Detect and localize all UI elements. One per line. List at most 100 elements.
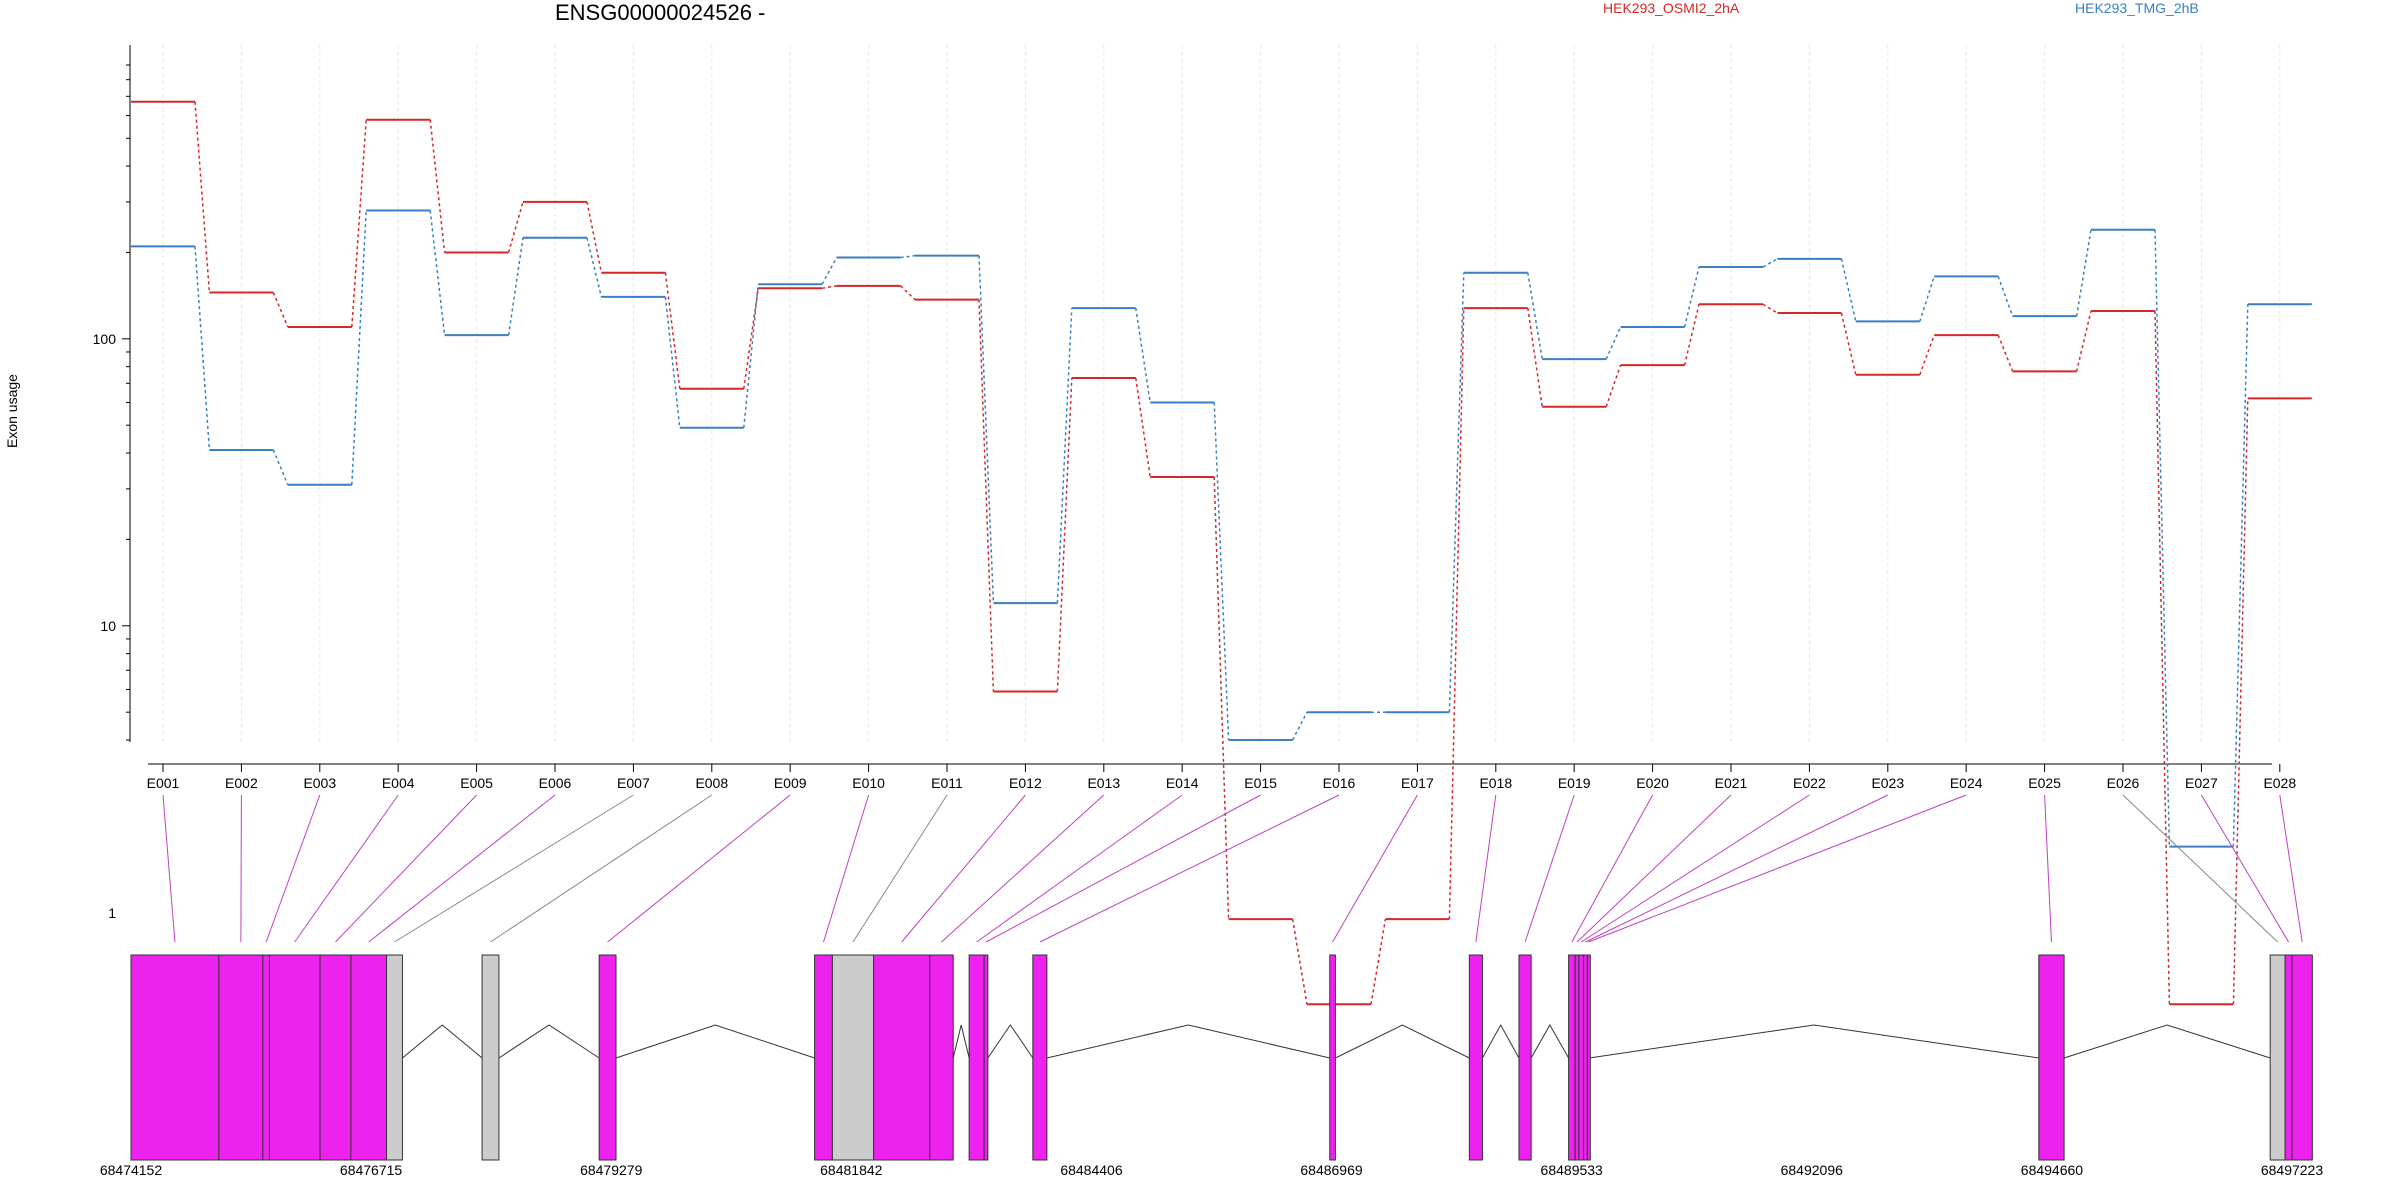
series-1-link-E012 [1056,378,1073,692]
series-1-link-E008 [743,288,759,389]
x-tick-label-E001: E001 [147,775,180,791]
exon-box-E012 [873,954,931,1161]
exon-box-E007 [386,954,403,1161]
intron-E024 [1589,1024,2039,1059]
series-2-link-E009 [821,257,838,285]
x-tick-label-E005: E005 [460,775,493,791]
exon-connector-E012 [901,794,1026,943]
series-2-link-E011 [978,255,995,604]
exon-connector-E027 [2200,794,2290,943]
exon-box-E024 [1586,954,1591,1161]
series-1-link-E018 [1527,307,1543,407]
series-2-link-E004 [429,210,446,336]
genomic-tick-label-2: 68479279 [580,1162,643,1178]
series-1-link-E023 [1919,334,1935,375]
exon-connector-E015 [985,794,1261,943]
exon-box-E010 [814,954,833,1161]
series-1-link-E001 [194,101,211,293]
x-tick-label-E010: E010 [852,775,885,791]
x-tick-label-E003: E003 [303,775,336,791]
exon-box-E015 [983,954,989,1161]
x-tick-label-E017: E017 [1401,775,1434,791]
exon-box-E027 [2284,954,2293,1161]
series-1-link-E014 [1213,476,1230,920]
x-tick-label-E021: E021 [1715,775,1748,791]
intron-E008 [498,1024,600,1059]
exon-box-E017 [1329,954,1336,1161]
x-tick-label-E006: E006 [539,775,572,791]
series-2-link-E013 [1135,307,1151,403]
x-tick-label-E014: E014 [1166,775,1199,791]
exon-box-E021 [1574,954,1580,1161]
series-1-link-E004 [429,119,446,253]
series-2-link-E021 [1762,258,1778,268]
series-2-link-E027 [2232,304,2249,847]
series-1-link-E005 [507,201,524,253]
genomic-tick-label-5: 68486969 [1300,1162,1363,1178]
series-2-link-E022 [1840,258,1857,322]
x-tick-label-E026: E026 [2107,775,2140,791]
series-1-link-E016 [1370,919,1387,1005]
series-2-link-E002 [272,449,289,486]
series-2-link-E024 [1997,276,2014,317]
intron-E018 [1481,1023,1520,1059]
series-1-link-E017 [1448,308,1465,920]
x-tick-label-E028: E028 [2263,775,2296,791]
exon-connector-E011 [852,794,948,943]
intron-E025 [2063,1024,2271,1059]
genomic-tick-label-1: 68476715 [340,1162,403,1178]
legend-label-series-2: HEK293_TMG_2hB [2075,0,2199,16]
series-2-link-E020 [1683,266,1700,328]
intron-E009 [615,1024,815,1059]
exon-box-E026 [2269,954,2286,1161]
exon-box-E023 [1583,954,1588,1161]
exon-connector-E025 [2044,794,2052,943]
series-1-link-E011 [978,299,995,692]
exon-connector-E014 [976,794,1183,943]
exon-box-E028 [2291,954,2313,1161]
exon-connector-E008 [490,794,713,943]
x-tick-label-E027: E027 [2185,775,2218,791]
x-tick-label-E022: E022 [1793,775,1826,791]
series-1-link-E026 [2154,311,2171,1005]
series-1-link-E027 [2232,398,2249,1005]
intron-E016 [1046,1024,1330,1059]
series-2-link-E007 [664,296,681,428]
exon-connector-E019 [1524,794,1575,943]
exon-connector-E002 [240,794,242,943]
exon-connector-E006 [368,794,556,943]
series-2-link-E018 [1527,272,1543,360]
x-tick-label-E016: E016 [1323,775,1356,791]
series-1-link-E020 [1683,304,1700,366]
x-tick-label-E012: E012 [1009,775,1042,791]
series-2-link-E012 [1056,308,1073,604]
exon-box-E006 [350,954,388,1161]
series-2-link-E014 [1213,402,1230,741]
exon-box-E001 [130,954,220,1161]
series-2-link-E006 [586,237,603,298]
series-2-link-E015 [1291,711,1308,741]
genomic-tick-label-9: 68497223 [2261,1162,2324,1178]
x-tick-label-E020: E020 [1636,775,1669,791]
exon-box-E005 [319,954,352,1161]
series-2-link-E001 [194,246,211,451]
exon-box-E003 [262,954,270,1161]
y-tick-label-2: 100 [93,331,117,347]
exon-box-E022 [1578,954,1585,1161]
exon-box-E008 [481,954,500,1161]
x-tick-label-E002: E002 [225,775,258,791]
series-2-link-E025 [2075,229,2092,317]
series-1-link-E021 [1762,303,1778,314]
x-tick-label-E018: E018 [1479,775,1512,791]
exon-connector-E020 [1571,794,1654,943]
series-2-link-E003 [351,210,367,485]
series-1-link-E013 [1135,377,1151,478]
x-tick-label-E008: E008 [695,775,728,791]
y-tick-label-0: 1 [108,905,116,921]
exon-box-E011 [831,954,875,1161]
x-tick-label-E004: E004 [382,775,415,791]
x-tick-label-E011: E011 [931,775,963,791]
exon-box-E025 [2038,954,2065,1161]
y-tick-label-1: 10 [100,618,116,634]
